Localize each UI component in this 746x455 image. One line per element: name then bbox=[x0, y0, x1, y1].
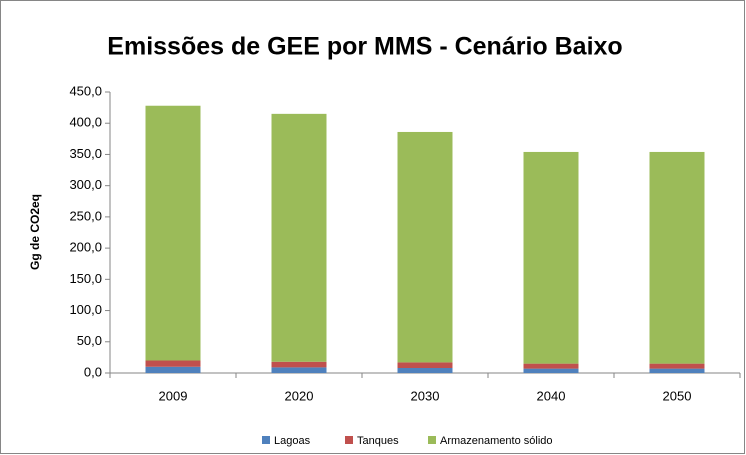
bar-segment bbox=[523, 151, 579, 364]
legend-swatch bbox=[262, 436, 270, 444]
legend-swatch bbox=[345, 436, 353, 444]
bar-segment bbox=[523, 363, 579, 369]
bar-segment bbox=[397, 362, 453, 369]
bar-segment bbox=[271, 361, 327, 368]
y-tick-label: 300,0 bbox=[69, 177, 102, 192]
x-tick-label: 2030 bbox=[411, 388, 440, 403]
x-tick-label: 2020 bbox=[285, 388, 314, 403]
legend-label: Armazenamento sólido bbox=[440, 435, 553, 447]
y-tick-label: 150,0 bbox=[69, 271, 102, 286]
bar-segment bbox=[271, 113, 327, 362]
y-tick-label: 400,0 bbox=[69, 115, 102, 130]
y-tick-label: 0,0 bbox=[84, 364, 102, 379]
y-tick-label: 100,0 bbox=[69, 302, 102, 317]
y-tick-label: 200,0 bbox=[69, 240, 102, 255]
bar-segment bbox=[649, 363, 705, 369]
bar-segment bbox=[145, 360, 201, 367]
y-tick-label: 50,0 bbox=[77, 333, 102, 348]
legend-swatch bbox=[428, 436, 436, 444]
x-tick-label: 2040 bbox=[537, 388, 566, 403]
bar-segment bbox=[271, 367, 327, 373]
chart-title: Emissões de GEE por MMS - Cenário Baixo bbox=[107, 33, 622, 61]
bar-segment bbox=[397, 368, 453, 373]
bar-segment bbox=[145, 105, 201, 361]
legend-label: Lagoas bbox=[274, 435, 311, 447]
x-tick-label: 2009 bbox=[159, 388, 188, 403]
bar-segment bbox=[145, 366, 201, 373]
y-tick-label: 450,0 bbox=[69, 83, 102, 98]
bar-segment bbox=[397, 131, 453, 363]
bar-segment bbox=[649, 151, 705, 364]
y-axis-label: Gg de CO2eq bbox=[28, 194, 42, 270]
x-tick-label: 2050 bbox=[663, 388, 692, 403]
y-tick-label: 250,0 bbox=[69, 208, 102, 223]
bar-segment bbox=[649, 368, 705, 373]
legend-label: Tanques bbox=[357, 435, 399, 447]
y-tick-label: 350,0 bbox=[69, 146, 102, 161]
bar-segment bbox=[523, 368, 579, 373]
